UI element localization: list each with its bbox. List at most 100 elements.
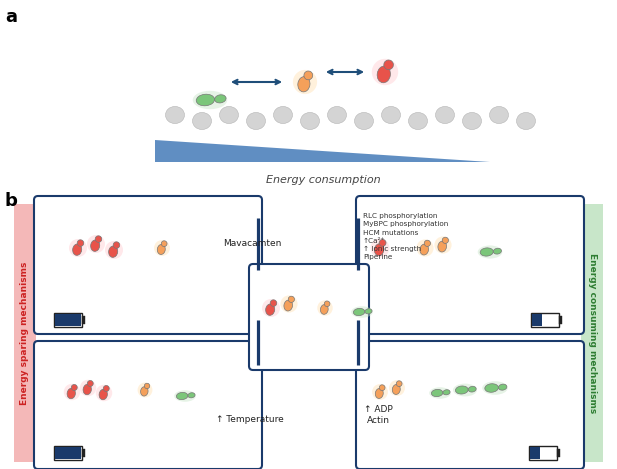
FancyBboxPatch shape [55,314,81,326]
Ellipse shape [95,236,102,242]
FancyBboxPatch shape [530,447,540,459]
Text: Energy sparing mechanisms: Energy sparing mechanisms [20,261,30,405]
Ellipse shape [424,240,431,246]
Ellipse shape [174,390,196,402]
Ellipse shape [379,239,386,246]
Ellipse shape [193,113,212,129]
Ellipse shape [103,386,109,392]
FancyBboxPatch shape [54,313,82,327]
Ellipse shape [453,384,477,396]
Ellipse shape [317,300,333,316]
Ellipse shape [389,380,405,396]
Text: b: b [5,192,18,210]
Ellipse shape [215,95,226,103]
Ellipse shape [499,384,507,390]
Ellipse shape [298,76,310,92]
Ellipse shape [87,235,105,253]
Ellipse shape [284,300,292,311]
Ellipse shape [304,71,313,80]
FancyBboxPatch shape [581,204,603,462]
Text: Energy consumption: Energy consumption [266,175,380,185]
Text: a: a [5,8,17,26]
FancyBboxPatch shape [249,264,369,370]
Ellipse shape [141,386,148,396]
Ellipse shape [105,241,123,259]
Text: RLC phosphorylation
MyBPC phosphorylation
HCM mutations
↑Ca²⁺
↑ Ionic strength
P: RLC phosphorylation MyBPC phosphorylatio… [363,213,448,260]
Ellipse shape [80,380,96,396]
FancyBboxPatch shape [559,316,562,324]
Ellipse shape [443,390,450,395]
FancyBboxPatch shape [531,313,559,327]
Ellipse shape [99,389,107,400]
Ellipse shape [351,306,373,318]
Ellipse shape [300,113,320,129]
Ellipse shape [478,245,502,258]
FancyBboxPatch shape [356,196,584,334]
Ellipse shape [188,393,195,398]
Ellipse shape [77,240,84,246]
Ellipse shape [273,106,292,123]
Ellipse shape [379,385,385,391]
Ellipse shape [396,381,402,386]
Ellipse shape [83,384,91,395]
Ellipse shape [377,66,391,83]
Ellipse shape [431,389,443,397]
FancyBboxPatch shape [557,449,560,457]
Ellipse shape [138,383,152,397]
Text: ↑ Temperature: ↑ Temperature [216,416,284,424]
Ellipse shape [165,106,184,123]
Text: ↑ ADP
Actin: ↑ ADP Actin [363,405,392,425]
Ellipse shape [375,388,383,399]
FancyBboxPatch shape [356,341,584,469]
Ellipse shape [482,381,508,395]
Ellipse shape [280,295,297,312]
Ellipse shape [489,106,508,123]
Ellipse shape [113,242,120,249]
FancyBboxPatch shape [529,446,557,460]
FancyBboxPatch shape [54,446,82,460]
Ellipse shape [161,241,167,247]
Ellipse shape [87,380,93,386]
Ellipse shape [384,60,394,69]
FancyBboxPatch shape [532,314,542,326]
Ellipse shape [485,384,499,392]
Ellipse shape [270,300,277,306]
Ellipse shape [220,106,239,123]
FancyBboxPatch shape [14,204,36,462]
Ellipse shape [96,385,112,401]
Ellipse shape [196,94,215,106]
Ellipse shape [372,384,388,400]
Ellipse shape [516,113,536,129]
Ellipse shape [365,309,372,314]
Ellipse shape [371,239,389,257]
Ellipse shape [328,106,347,123]
Ellipse shape [247,113,265,129]
Text: Energy consuming mechanisms: Energy consuming mechanisms [587,253,597,413]
Ellipse shape [375,244,384,256]
Ellipse shape [381,106,400,123]
Ellipse shape [354,309,365,316]
Polygon shape [155,140,490,162]
Ellipse shape [320,304,328,314]
Ellipse shape [463,113,481,129]
Ellipse shape [392,385,400,394]
Ellipse shape [154,240,170,256]
Ellipse shape [494,248,502,254]
Ellipse shape [144,383,150,389]
Ellipse shape [73,244,81,255]
Ellipse shape [67,388,75,399]
Ellipse shape [438,241,447,252]
Ellipse shape [69,239,87,257]
Ellipse shape [355,113,373,129]
FancyBboxPatch shape [81,449,85,457]
Ellipse shape [288,296,294,303]
Ellipse shape [176,393,188,400]
Ellipse shape [71,385,77,391]
Ellipse shape [262,299,280,317]
Ellipse shape [416,239,434,257]
Ellipse shape [480,248,493,256]
Ellipse shape [442,237,449,243]
Ellipse shape [372,59,398,85]
FancyBboxPatch shape [81,316,85,324]
Ellipse shape [436,106,455,123]
